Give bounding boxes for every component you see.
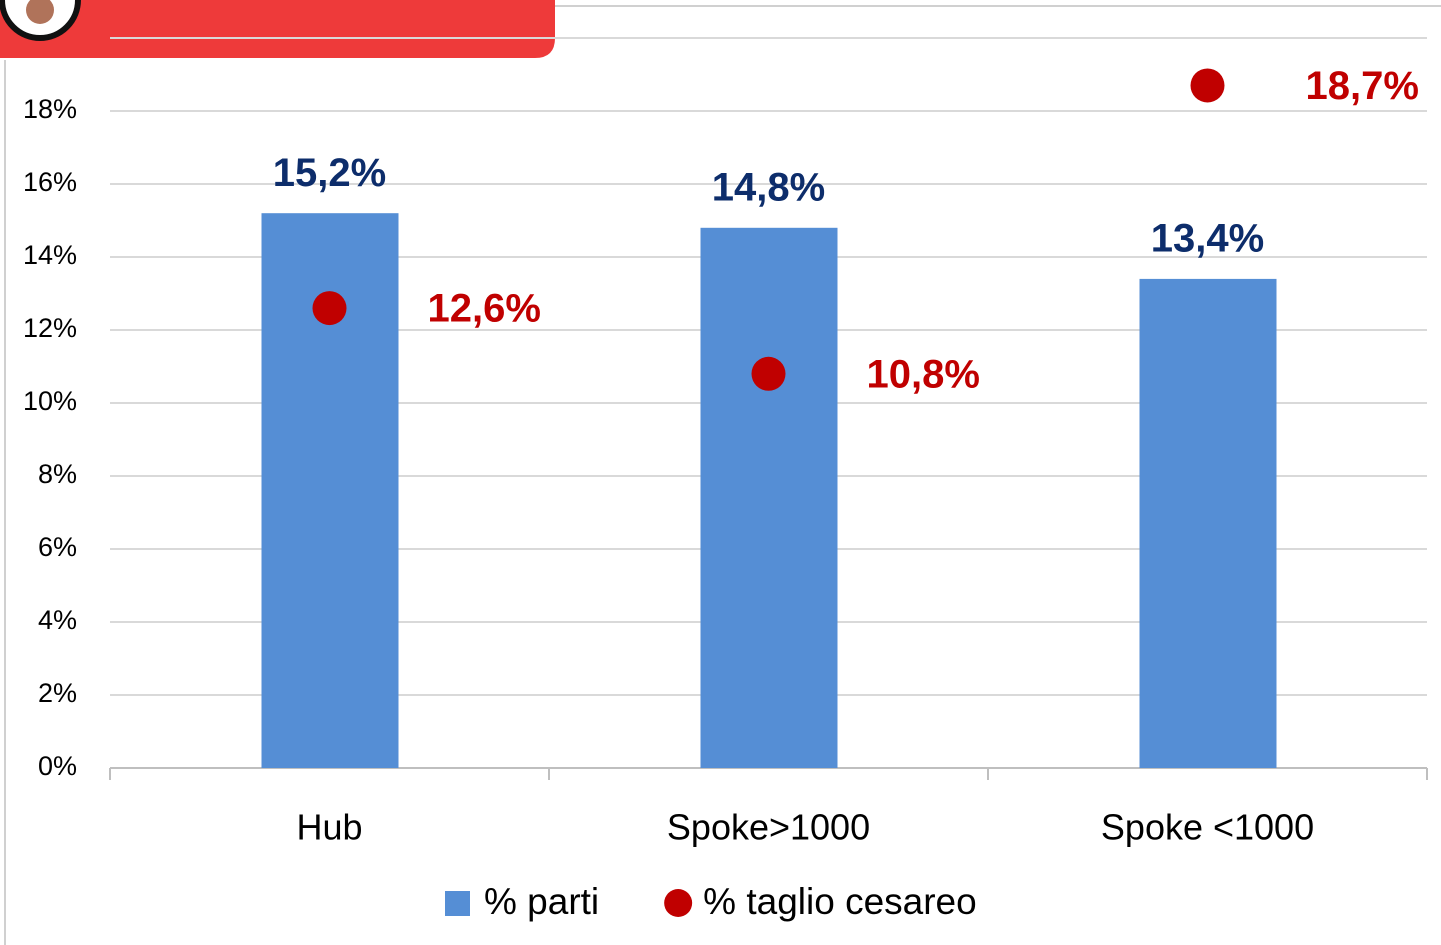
x-tick-label: Hub — [296, 807, 362, 848]
legend-label: % taglio cesareo — [703, 881, 977, 922]
marker — [312, 291, 347, 326]
legend-label: % parti — [484, 881, 599, 922]
y-tick-label: 4% — [38, 605, 77, 635]
bar — [700, 227, 838, 769]
y-tick-label: 0% — [38, 751, 77, 781]
y-tick-label: 18% — [23, 94, 77, 124]
data-label: 10,8% — [867, 352, 980, 396]
y-tick-label: 10% — [23, 386, 77, 416]
data-label: 14,8% — [712, 165, 825, 209]
y-tick-label: 2% — [38, 678, 77, 708]
legend-swatch — [664, 889, 693, 917]
marker — [751, 356, 786, 391]
x-tick-label: Spoke <1000 — [1101, 807, 1314, 848]
x-tick-label: Spoke>1000 — [667, 807, 870, 848]
data-label: 13,4% — [1151, 216, 1264, 260]
marker — [1190, 68, 1225, 103]
y-tick-label: 14% — [23, 240, 77, 270]
data-label: 18,7% — [1306, 64, 1419, 108]
bar — [1139, 278, 1277, 768]
data-label: 12,6% — [428, 287, 541, 331]
data-label: 15,2% — [273, 151, 386, 195]
header-banner — [0, 0, 555, 58]
y-tick-label: 6% — [38, 532, 77, 562]
y-tick-label: 8% — [38, 459, 77, 489]
legend-swatch — [445, 891, 470, 916]
y-tick-label: 12% — [23, 313, 77, 343]
logo-dot — [26, 0, 54, 24]
y-tick-label: 16% — [23, 167, 77, 197]
